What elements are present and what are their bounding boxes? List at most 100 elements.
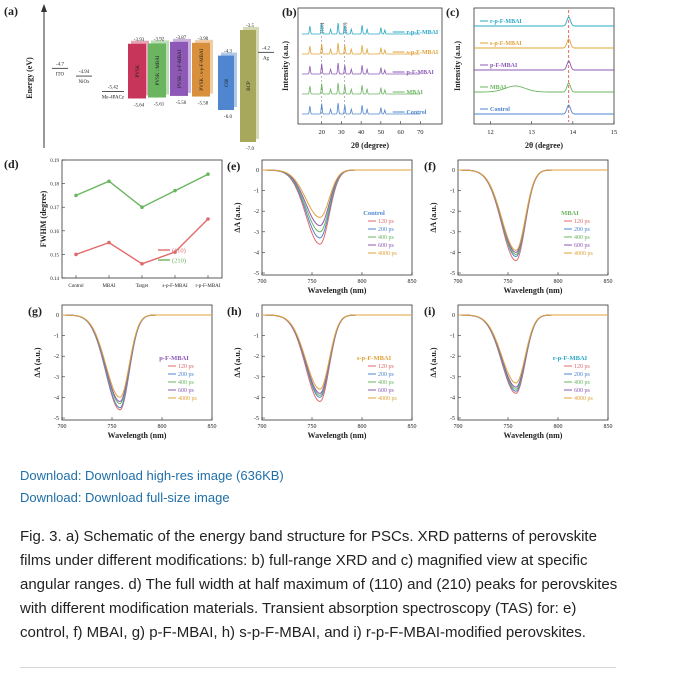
tas-yticklabel-e-3: -3	[254, 230, 259, 236]
xrd-zoom-legend-4: Control	[490, 107, 510, 113]
band-top-6: -3.90	[198, 37, 209, 42]
panel-label-e: (e)	[227, 159, 240, 173]
tas-yticklabel-e-4: -4	[254, 250, 259, 256]
level-value-2: -5.42	[108, 85, 119, 90]
xrd-zoom-series-4	[474, 104, 614, 115]
fwhm-point-1-4	[206, 172, 210, 176]
xrd-full-legend-1: s-p-F-MBAI	[406, 50, 438, 56]
fwhm-xticklabel-0: Control	[68, 284, 84, 289]
tas-xlabel-i: Wavelength (nm)	[504, 431, 563, 440]
xrd-full-legend-0: r-p-F-MBAI	[406, 30, 438, 36]
fwhm-yticklabel-1: 0.18	[50, 183, 59, 188]
tas-yticklabel-h-1: -1	[254, 334, 259, 340]
level-label-2: Me-4PACz	[102, 95, 125, 100]
level-value-1: -4.94	[79, 70, 90, 75]
fwhm-legend-1: (210)	[172, 258, 186, 265]
tas-legend-f-2: 400 ps	[574, 235, 591, 241]
band-top-5: -3.87	[176, 36, 187, 41]
panel-label-f: (f)	[424, 159, 436, 173]
tas-xticklabel-h-2: 800	[358, 424, 367, 430]
tas-legend-g-3: 600 ps	[178, 388, 195, 394]
tas-yticklabel-f-5: -5	[450, 271, 455, 277]
band-7	[218, 55, 234, 110]
xrd-full-legend-4: Control	[406, 110, 426, 116]
tas-title-g: p-F-MBAI	[159, 355, 189, 362]
tas-xticklabel-e-1: 750	[308, 279, 317, 285]
tas-yticklabel-f-1: -1	[450, 189, 455, 195]
panel-label-c: (c)	[446, 5, 459, 19]
band-top-3: -3.93	[134, 38, 145, 43]
xrd-full-ticklabel-4: 60	[397, 129, 404, 136]
band-label-4: PVSK : MBAI	[156, 55, 161, 85]
tas-yticklabel-h-2: -2	[254, 354, 259, 360]
tas-xticklabel-i-2: 800	[554, 424, 563, 430]
tas-xticklabel-h-3: 850	[408, 424, 417, 430]
xrd-full-ticklabel-0: 20	[318, 129, 325, 136]
tas-yticklabel-i-3: -3	[450, 375, 455, 381]
band-bottom-3: -5.64	[134, 103, 145, 108]
fwhm-point-1-0	[74, 193, 78, 198]
download-high-res-link[interactable]: Download: Download high-res image (636KB…	[20, 468, 284, 483]
xrd-zoom-ticklabel-3: 15	[611, 129, 618, 136]
tas-xlabel-e: Wavelength (nm)	[308, 286, 367, 295]
fwhm-yticklabel-4: 0.15	[50, 253, 59, 258]
tas-yticklabel-g-3: -3	[54, 375, 59, 381]
xrd-zoom-series-0	[474, 16, 614, 27]
xrd-full-legend-2: p-F-MBAI	[406, 70, 434, 76]
download-links: Download: Download high-res image (636KB…	[20, 468, 680, 512]
xrd-zoom-legend-1: s-p-F-MBAI	[490, 41, 522, 47]
band-8	[240, 30, 256, 142]
tas-xlabel-f: Wavelength (nm)	[504, 286, 563, 295]
band-3	[128, 43, 146, 99]
tas-xticklabel-i-3: 850	[604, 424, 613, 430]
tas-frame-f	[457, 159, 609, 276]
download-full-size-link[interactable]: Download: Download full-size image	[20, 490, 230, 505]
band-6	[192, 42, 210, 97]
panel-label-i: (i)	[424, 304, 435, 318]
figure-caption: Fig. 3. a) Schematic of the energy band …	[20, 528, 618, 641]
tas-frame-e	[261, 159, 413, 276]
tas-yticklabel-e-5: -5	[254, 271, 259, 277]
xrd-full-ticklabel-5: 70	[417, 129, 424, 136]
tas-ylabel-h: ΔA (a.u.)	[233, 347, 242, 377]
tas-xticklabel-f-2: 800	[554, 279, 563, 285]
tas-yticklabel-f-0: 0	[452, 168, 455, 174]
tas-legend-f-3: 600 ps	[574, 243, 591, 249]
fwhm-xticklabel-3: s-p-F-MBAI	[162, 284, 188, 289]
tas-title-h: s-p-F-MBAI	[357, 355, 392, 362]
tas-xticklabel-g-1: 750	[108, 424, 117, 430]
tas-ylabel-e: ΔA (a.u.)	[233, 202, 242, 232]
band-5	[170, 41, 188, 96]
tas-yticklabel-e-2: -2	[254, 209, 259, 215]
tas-legend-g-0: 120 ps	[178, 364, 195, 370]
band-bottom-8: -7.0	[246, 147, 254, 152]
tas-xticklabel-i-1: 750	[504, 424, 513, 430]
tas-title-e: Control	[363, 210, 385, 217]
xrd-full-ticklabel-2: 40	[358, 129, 365, 136]
tas-curve-i-4	[458, 314, 608, 384]
tas-xticklabel-h-0: 700	[258, 424, 267, 430]
xrd-zoom-ticklabel-2: 14	[570, 129, 577, 136]
tas-legend-e-1: 200 ps	[378, 227, 395, 233]
band-label-5: PVSK : p-F-MBAI	[178, 49, 183, 88]
level-label-1: NiOx	[78, 80, 90, 85]
band-bottom-5: -5.56	[176, 101, 187, 106]
tas-yticklabel-f-3: -3	[450, 230, 455, 236]
tas-xticklabel-g-3: 850	[208, 424, 217, 430]
tas-xlabel-g: Wavelength (nm)	[108, 431, 167, 440]
fwhm-line-1	[75, 173, 209, 209]
band-label-6: PVSK : s-p-F-MBAI	[200, 48, 205, 90]
tas-yticklabel-i-1: -1	[450, 334, 455, 340]
tas-legend-f-4: 4000 ps	[574, 251, 594, 257]
xrd-zoom-ylabel: Intensity (a.u.)	[453, 41, 462, 91]
xrd-full-series-0	[302, 22, 421, 35]
xrd-full-xlabel: 2θ (degree)	[351, 141, 389, 150]
tas-xticklabel-i-0: 700	[454, 424, 463, 430]
tas-yticklabel-i-5: -5	[450, 416, 455, 422]
level-label-9: Ag	[263, 56, 270, 61]
fwhm-point-1-2	[140, 205, 144, 209]
xrd-peak-label-210: (210)	[343, 22, 348, 33]
xrd-zoom-ticklabel-0: 12	[487, 129, 494, 136]
fwhm-xticklabel-2: Target	[136, 284, 149, 289]
tas-xticklabel-f-0: 700	[454, 279, 463, 285]
